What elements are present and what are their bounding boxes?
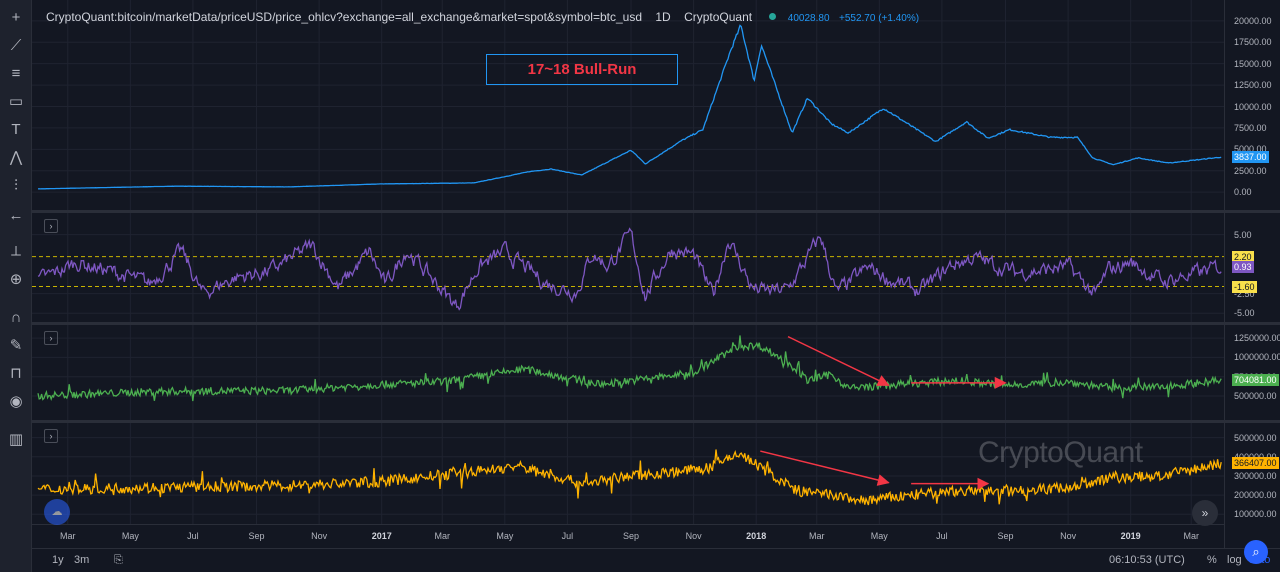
y-tick-label: 5.00 xyxy=(1234,229,1252,240)
x-tick-label: Nov xyxy=(685,531,702,541)
x-tick-label: May xyxy=(496,531,514,541)
pane-collapse-button[interactable]: › xyxy=(44,219,58,233)
y-tick-label: 2500.00 xyxy=(1234,165,1267,176)
y-tick-label: 10000.00 xyxy=(1234,101,1272,112)
threshold-label: -1.60 xyxy=(1232,280,1257,293)
back-arrow-icon[interactable]: ← xyxy=(8,207,24,224)
symbol-label[interactable]: CryptoQuant:bitcoin/marketData/priceUSD/… xyxy=(46,10,642,24)
y-tick-label: -5.00 xyxy=(1234,308,1255,319)
y-tick-label: 400000.00 xyxy=(1234,452,1277,462)
y-tick-label: 200000.00 xyxy=(1234,490,1277,501)
pane-separator[interactable] xyxy=(32,420,1280,423)
y-tick-label: 500000.00 xyxy=(1234,390,1277,401)
status-dot-icon xyxy=(769,13,777,20)
clock-label[interactable]: 06:10:53 (UTC) xyxy=(1109,554,1185,566)
price-axis[interactable] xyxy=(1224,0,1280,548)
percent-toggle[interactable]: % xyxy=(1207,554,1217,566)
chart-header: CryptoQuant:bitcoin/marketData/priceUSD/… xyxy=(46,10,919,24)
y-tick-label: 20000.00 xyxy=(1234,15,1272,26)
pane-separator[interactable] xyxy=(32,322,1280,325)
time-axis[interactable] xyxy=(32,524,1224,548)
text-icon[interactable]: T xyxy=(11,121,21,138)
trend-line-icon[interactable]: ⟋ xyxy=(10,37,22,54)
scroll-to-realtime-button[interactable]: » xyxy=(1192,500,1218,526)
rectangle-icon[interactable]: ▭ xyxy=(8,93,24,110)
change-value: +552.70 (+1.40%) xyxy=(838,13,920,24)
x-tick-label: Mar xyxy=(1183,531,1199,541)
log-toggle[interactable]: log xyxy=(1227,554,1242,566)
x-tick-label: Mar xyxy=(60,531,76,541)
last-value-label: 704081.00 xyxy=(1232,374,1279,387)
x-tick-label: Sep xyxy=(248,531,265,541)
pane-separator[interactable] xyxy=(32,210,1280,213)
y-tick-label: 300000.00 xyxy=(1234,470,1277,481)
y-tick-label: 15000.00 xyxy=(1234,58,1272,69)
oscillator-line xyxy=(37,227,1222,311)
green_series-line xyxy=(37,335,1222,402)
orange_series-line xyxy=(37,449,1222,506)
x-tick-label: Mar xyxy=(434,531,450,541)
price-line xyxy=(37,24,1222,190)
x-tick-label: Jul xyxy=(936,531,948,541)
last-value-label: 366407.00 xyxy=(1232,457,1279,470)
drawing-toolbar: + ⟋ ≡ ▭ T ⋀ ⫶ ← ⟂ ⊕ ∩ ✎ ⊓ ◉ ▥ xyxy=(0,0,32,572)
bull-run-annotation[interactable]: 17~18 Bull-Run xyxy=(486,54,678,85)
trend-arrow xyxy=(760,450,890,486)
lock-icon[interactable]: ⊓ xyxy=(10,365,22,382)
x-tick-label: Mar xyxy=(808,531,825,541)
y-tick-label: 7500.00 xyxy=(1234,122,1267,133)
eye-icon[interactable]: ◉ xyxy=(9,393,23,410)
y-tick-label: 12500.00 xyxy=(1234,80,1272,91)
y-tick-label: 0.00 xyxy=(1234,187,1252,198)
y-tick-label: 500000.00 xyxy=(1234,432,1277,443)
x-tick-label: Nov xyxy=(1060,531,1077,541)
watermark: CryptoQuant xyxy=(978,436,1143,469)
crosshair-icon[interactable]: + xyxy=(11,9,21,26)
interval-label[interactable]: 1D xyxy=(655,10,671,24)
last-value: 40028.80 xyxy=(787,13,830,24)
source-label: CryptoQuant xyxy=(684,10,753,24)
x-tick-label: Jul xyxy=(187,531,199,541)
last-value-label: 0.93 xyxy=(1232,260,1254,273)
magnet-icon[interactable]: ∩ xyxy=(10,309,22,326)
y-tick-label: 5000.00 xyxy=(1234,144,1267,155)
x-tick-label: 2017 xyxy=(371,531,392,541)
range-1y-button[interactable]: 1y xyxy=(52,554,64,566)
date-range-icon[interactable]: ⎘ xyxy=(114,554,123,566)
y-tick-label: 1250000.00 xyxy=(1234,333,1280,344)
lock-draw-icon[interactable]: ✎ xyxy=(9,337,23,354)
y-tick-label: 1000000.00 xyxy=(1234,352,1280,363)
forecast-icon[interactable]: ⫶ xyxy=(14,177,18,194)
pane-collapse-button[interactable]: › xyxy=(44,331,58,345)
x-tick-label: May xyxy=(870,531,888,541)
trash-icon[interactable]: ▥ xyxy=(8,431,24,448)
x-tick-label: 2019 xyxy=(1120,531,1141,541)
x-tick-label: 2018 xyxy=(746,531,767,541)
y-tick-label: 100000.00 xyxy=(1234,509,1277,520)
zoom-in-icon[interactable]: ⊕ xyxy=(9,271,23,288)
range-3m-button[interactable]: 3m xyxy=(74,554,90,566)
x-tick-label: May xyxy=(121,531,139,541)
last-value-label: 3837.00 xyxy=(1232,151,1269,164)
threshold-label: 2.20 xyxy=(1232,250,1254,263)
x-tick-label: Sep xyxy=(623,531,640,541)
x-tick-label: Sep xyxy=(997,531,1014,541)
x-tick-label: Nov xyxy=(311,531,328,541)
chart-area[interactable] xyxy=(32,0,1224,548)
fib-icon[interactable]: ≡ xyxy=(11,65,21,82)
chart-svg xyxy=(32,0,1224,524)
trend-arrow xyxy=(787,335,890,386)
pane-collapse-button[interactable]: › xyxy=(44,429,58,443)
ruler-icon[interactable]: ⟂ xyxy=(10,243,21,260)
cloud-logo-icon[interactable]: ☁ xyxy=(44,499,70,525)
pattern-icon[interactable]: ⋀ xyxy=(9,149,23,166)
y-tick-label: -2.50 xyxy=(1234,288,1255,299)
bottom-bar: 1y 3m ⎘ 06:10:53 (UTC) % log auto xyxy=(32,548,1280,572)
search-icon[interactable]: ⌕ xyxy=(1244,540,1268,564)
x-tick-label: Jul xyxy=(561,531,574,541)
y-tick-label: 17500.00 xyxy=(1234,37,1272,48)
